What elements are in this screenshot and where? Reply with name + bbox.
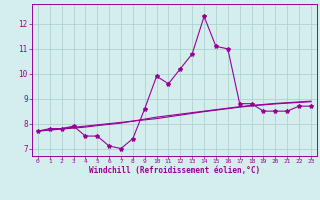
X-axis label: Windchill (Refroidissement éolien,°C): Windchill (Refroidissement éolien,°C) xyxy=(89,166,260,175)
